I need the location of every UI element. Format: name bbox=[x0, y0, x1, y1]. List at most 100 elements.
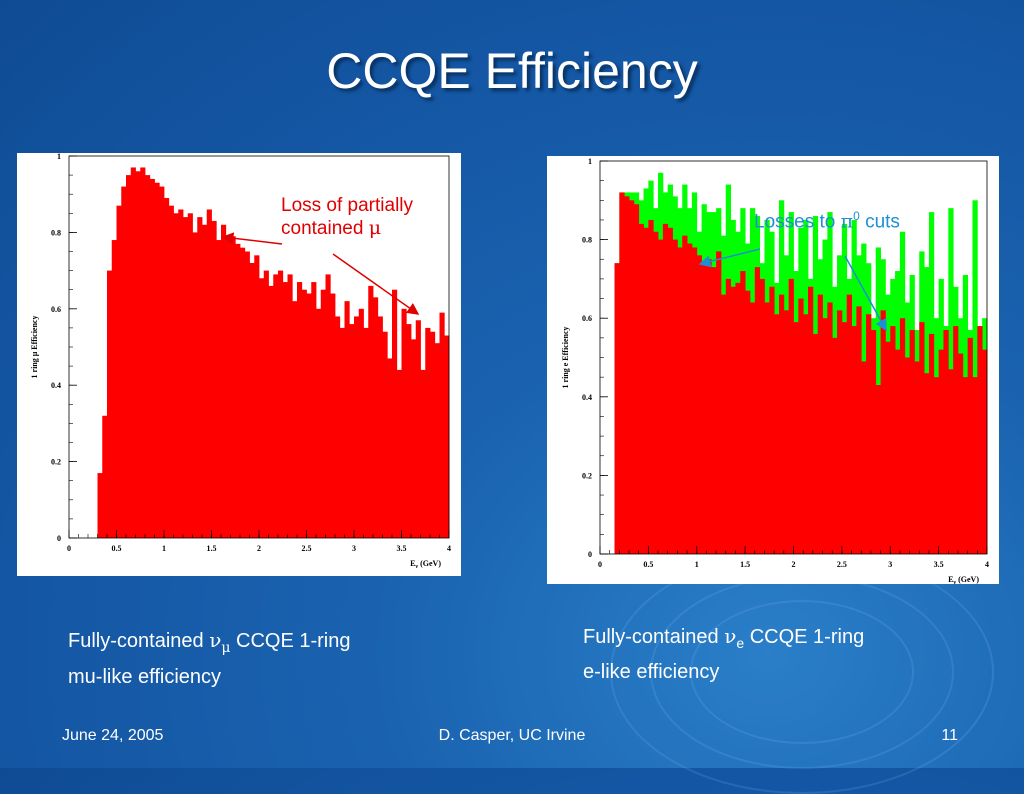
histogram-bar bbox=[396, 369, 402, 538]
histogram-bar bbox=[962, 377, 969, 554]
histogram-bar bbox=[149, 178, 155, 539]
y-tick-label: 0.4 bbox=[582, 393, 592, 402]
y-axis-title: 1 ring μ Efficiency bbox=[30, 316, 39, 379]
histogram-bar bbox=[778, 294, 785, 554]
slide-title: CCQE Efficiency bbox=[326, 43, 698, 99]
histogram-bar bbox=[885, 341, 891, 554]
histogram-bar bbox=[938, 349, 944, 554]
histogram-bar bbox=[875, 385, 881, 554]
right-caption-line2: e-like efficiency bbox=[583, 661, 720, 683]
y-axis-title: 1 ring e Efficiency bbox=[561, 327, 570, 389]
y-tick-label: 0 bbox=[588, 550, 592, 559]
histogram-bar bbox=[798, 298, 804, 554]
histogram-bar bbox=[691, 247, 698, 554]
histogram-bar bbox=[192, 232, 198, 538]
histogram-bar bbox=[344, 301, 350, 538]
right-chart-panel: 0 0.2 0.4 0.6 0.8 1 0 0.5 1 1.5 2 2.5 3 3.5 4 Eν (GeV) 1… bbox=[547, 156, 999, 584]
mu-symbol: μ bbox=[368, 217, 382, 239]
histogram-bar bbox=[933, 377, 940, 554]
y-tick-label: 1 bbox=[57, 153, 61, 161]
histogram-bar bbox=[716, 251, 722, 554]
histogram-bar bbox=[202, 224, 208, 538]
histogram-bar bbox=[817, 294, 823, 554]
histogram-bar bbox=[278, 270, 284, 538]
histogram-bar bbox=[444, 335, 450, 538]
histogram-bar bbox=[832, 337, 838, 554]
histogram-bar bbox=[740, 271, 746, 554]
right-annotation-suffix: cuts bbox=[859, 211, 900, 233]
histogram-bar bbox=[102, 415, 108, 538]
x-tick-label: 2 bbox=[257, 544, 261, 553]
x-tick-label: 4 bbox=[985, 560, 989, 569]
histogram-bar bbox=[392, 289, 398, 538]
histogram-bar bbox=[619, 192, 625, 554]
histogram-bar bbox=[254, 255, 260, 538]
histogram-bar bbox=[866, 314, 872, 554]
histogram-bar bbox=[97, 473, 103, 538]
histogram-bar bbox=[297, 282, 303, 538]
histogram-bar bbox=[235, 243, 241, 539]
histogram-bar bbox=[430, 331, 436, 538]
pi-superscript: 0 bbox=[853, 209, 860, 223]
histogram-bar bbox=[624, 196, 630, 554]
histogram-bar bbox=[415, 320, 421, 538]
histogram-bar bbox=[349, 324, 355, 538]
histogram-bar bbox=[808, 286, 814, 554]
x-tick-label: 1.5 bbox=[207, 544, 217, 553]
histogram-bar bbox=[749, 302, 756, 554]
histogram-bar bbox=[982, 349, 988, 554]
x-tick-label: 3.5 bbox=[397, 544, 407, 553]
y-tick-label: 0.6 bbox=[51, 305, 61, 314]
histogram-bar bbox=[812, 333, 819, 554]
histogram-bar bbox=[311, 282, 317, 538]
histogram-bar bbox=[130, 167, 136, 538]
histogram-bar bbox=[658, 239, 664, 554]
y-tick-label: 0.6 bbox=[582, 314, 592, 323]
histogram-bar bbox=[870, 329, 877, 554]
histogram-bar bbox=[240, 247, 246, 538]
right-caption-prefix: Fully-contained bbox=[583, 626, 725, 648]
histogram-bar bbox=[914, 361, 920, 554]
x-tick-label: 4 bbox=[447, 544, 451, 553]
left-chart-panel: 0 0.2 0.4 0.6 0.8 1 0 0.5 1 1.5 2 2.5 3 3.5 4 Eν (GeV) 1… bbox=[17, 153, 461, 576]
histogram-bar bbox=[861, 361, 867, 554]
histogram-bar bbox=[216, 240, 222, 538]
histogram-bar bbox=[769, 286, 775, 554]
histogram-bar bbox=[643, 227, 649, 554]
histogram-bar bbox=[377, 316, 383, 538]
right-annotation-text: Losses to bbox=[754, 211, 841, 233]
histogram-bar bbox=[653, 231, 659, 554]
histogram-bar bbox=[735, 282, 741, 554]
x-tick-label: 1 bbox=[162, 544, 166, 553]
histogram-bar bbox=[837, 310, 843, 554]
right-caption-line1: Fully-contained νe CCQE 1-ring bbox=[583, 622, 864, 658]
histogram-bar bbox=[754, 267, 761, 554]
histogram-bar bbox=[259, 278, 265, 538]
histogram-bar bbox=[221, 224, 227, 538]
histogram-bar bbox=[287, 274, 293, 538]
histogram-bar bbox=[677, 247, 683, 554]
histogram-bar bbox=[957, 353, 964, 554]
histogram-bar bbox=[638, 223, 644, 554]
histogram-bar bbox=[173, 213, 179, 539]
histogram-bar bbox=[687, 243, 693, 554]
y-tick-label: 0.8 bbox=[582, 236, 592, 245]
histogram-bar bbox=[325, 274, 331, 538]
x-tick-label: 3 bbox=[352, 544, 356, 553]
y-tick-label: 1 bbox=[588, 157, 592, 166]
histogram-bar bbox=[895, 349, 901, 554]
histogram-bar bbox=[373, 297, 379, 538]
histogram-bar bbox=[667, 227, 673, 554]
histogram-bar bbox=[211, 220, 217, 538]
x-tick-label: 3.5 bbox=[934, 560, 944, 569]
histogram-bar bbox=[919, 322, 925, 554]
histogram-bar bbox=[948, 369, 954, 554]
histogram-bar bbox=[648, 219, 654, 554]
histogram-bar bbox=[187, 213, 193, 539]
histogram-bar bbox=[730, 286, 736, 554]
histogram-bar bbox=[282, 282, 288, 538]
histogram-bar bbox=[363, 327, 369, 538]
histogram-bar bbox=[111, 240, 117, 538]
histogram-bar bbox=[330, 293, 336, 538]
left-caption-suffix: CCQE 1-ring bbox=[230, 630, 351, 652]
